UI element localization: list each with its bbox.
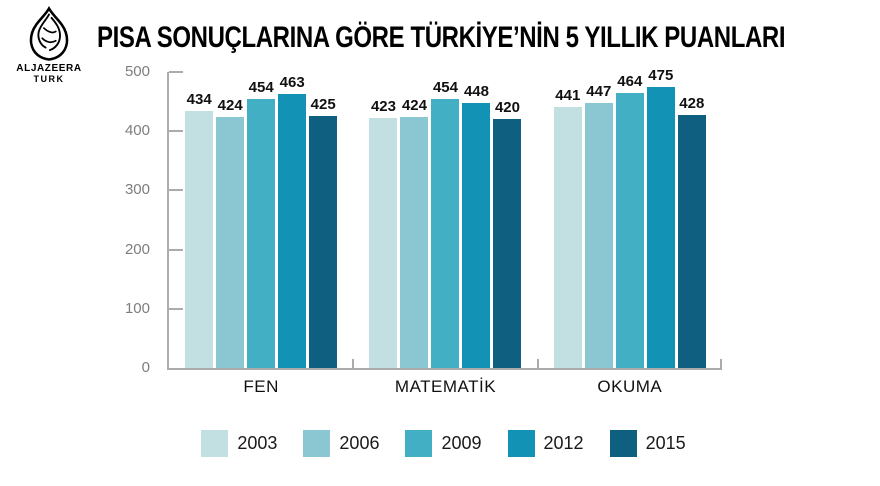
bar-value-label: 441 (555, 86, 581, 104)
bar-row: 434 424 454 463 425 (169, 74, 353, 368)
bar-value-label: 423 (370, 97, 396, 115)
legend-swatch-2012 (507, 430, 535, 457)
x-axis-category-label: OKUMA (597, 377, 663, 396)
y-axis-tick (169, 130, 183, 133)
bar-2012-okuma: 475 (646, 67, 675, 368)
pisa-bar-chart: 434 424 454 463 425 FEN 423 424 454 448 420 MATEMAT… (167, 67, 722, 396)
legend-label: 2012 (543, 433, 584, 453)
bar-value-label: 454 (432, 79, 458, 97)
page-title: PISA SONUÇLARINA GÖRE TÜRKİYE’NİN 5 YILL… (97, 21, 786, 54)
legend-item-2006: 2006 (303, 430, 379, 457)
x-axis-end-tick (720, 359, 722, 368)
bar-2006-matemati̇k: 424 (400, 97, 429, 368)
logo-text-turk: TURK (33, 74, 65, 84)
bar-group-okuma: 441 447 464 475 428 OKUMA (538, 67, 722, 396)
bar-value-label: 428 (679, 94, 705, 112)
legend-swatch-2006 (303, 430, 331, 457)
legend-item-2003: 2003 (201, 430, 277, 457)
bar-value-label: 454 (248, 79, 274, 97)
bar-2003-matemati̇k: 423 (369, 98, 398, 368)
legend-swatch-2009 (405, 430, 433, 457)
bar-value-label: 475 (648, 66, 674, 84)
chart-legend: 2003 2006 2009 2012 2015 (167, 430, 720, 457)
aljazeera-flame-icon (29, 6, 69, 61)
legend-label: 2003 (237, 433, 278, 453)
x-axis-category-label: FEN (243, 377, 279, 396)
bar-value-label: 448 (463, 82, 489, 100)
bar-2015-okuma: 428 (677, 95, 706, 368)
y-axis-tick-label: 400 (124, 122, 150, 140)
y-axis-tick-label: 100 (124, 299, 150, 317)
y-axis-tick (169, 71, 183, 73)
y-axis-tick (169, 248, 183, 251)
y-axis-tick-label: 500 (124, 63, 150, 80)
y-axis-tick (169, 307, 183, 310)
bar-2009-matemati̇k: 454 (431, 79, 460, 368)
y-axis-tick (169, 189, 183, 192)
bar-2006-fen: 424 (216, 97, 245, 368)
aljazeera-logo: ALJAZEERA TURK (14, 6, 84, 84)
bar-group-fen: 434 424 454 463 425 FEN (169, 72, 353, 396)
legend-item-2009: 2009 (405, 430, 482, 457)
x-axis-tick (352, 359, 355, 368)
legend-item-2012: 2012 (507, 430, 584, 457)
bar-2015-fen: 425 (309, 96, 338, 368)
x-axis-category-label: MATEMATİK (394, 377, 497, 396)
legend-label: 2015 (645, 433, 686, 453)
legend-item-2015: 2015 (609, 430, 686, 457)
bar-row: 441 447 464 475 428 (538, 67, 722, 368)
bar-value-label: 424 (217, 97, 243, 114)
legend-swatch-2003 (201, 430, 229, 457)
bar-value-label: 464 (617, 73, 643, 91)
bar-2006-okuma: 447 (584, 83, 613, 368)
bar-2009-okuma: 464 (615, 73, 644, 368)
bar-group-matemati̇k: 423 424 454 448 420 MATEMATİK (353, 72, 537, 396)
legend-label: 2009 (441, 433, 482, 453)
bar-2015-matemati̇k: 420 (493, 99, 522, 368)
x-axis-tick (536, 359, 539, 368)
bar-value-label: 424 (401, 97, 427, 114)
bar-value-label: 463 (279, 73, 305, 91)
bar-2009-fen: 454 (247, 79, 276, 368)
bar-2012-matemati̇k: 448 (462, 83, 491, 368)
y-axis: 0 100 200 300 400 500 (98, 63, 158, 376)
legend-swatch-2015 (609, 430, 637, 457)
bar-2003-fen: 434 (185, 91, 214, 368)
bar-2003-okuma: 441 (553, 87, 582, 368)
bar-row: 423 424 454 448 420 (353, 79, 537, 368)
legend-label: 2006 (339, 433, 380, 453)
y-axis-tick-label: 200 (124, 240, 150, 258)
bar-value-label: 447 (586, 83, 612, 101)
bar-value-label: 434 (186, 91, 212, 109)
logo-text-aljazeera: ALJAZEERA (16, 63, 82, 74)
y-axis-tick-label: 300 (124, 181, 150, 199)
bar-value-label: 420 (494, 99, 520, 117)
bar-2012-fen: 463 (278, 74, 307, 368)
y-axis-tick-label: 0 (141, 359, 150, 376)
bar-value-label: 425 (310, 96, 336, 114)
